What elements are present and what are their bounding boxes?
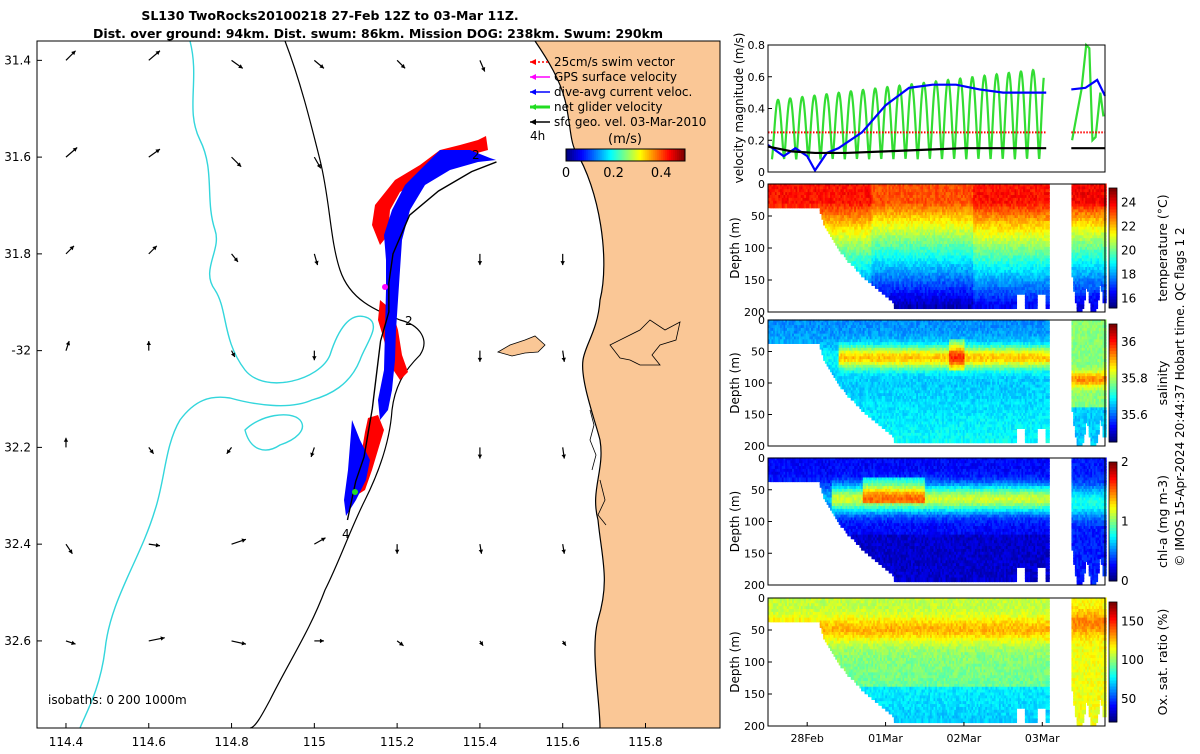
- map-ytick-label: 31.6: [4, 150, 31, 164]
- legend-entry: dive-avg current veloc.: [554, 85, 692, 99]
- track-label-south: 4: [342, 527, 350, 541]
- map-ytick-label: 32.2: [4, 440, 31, 454]
- map-ytick-label: 32.4: [4, 537, 31, 551]
- gps-surface-velocity-marker: [382, 284, 388, 290]
- velocity-ytick-label: 0.4: [748, 103, 766, 116]
- colorbar-tick-label: 0.4: [651, 166, 672, 181]
- colorbar-tick-label: 0.2: [603, 166, 624, 181]
- map-xtick-label: 115: [303, 735, 326, 749]
- map-xtick-label: 115.6: [546, 735, 580, 749]
- velocity-ylabel: velocity magnitude (m/s): [732, 33, 746, 184]
- map-xtick-label: 115.4: [463, 735, 497, 749]
- colorbar-title: (m/s): [608, 132, 642, 147]
- legend-entry: sfc geo. vel. 03-Mar-2010: [554, 115, 706, 129]
- map-ytick-label: 31.8: [4, 247, 31, 261]
- section-data-cell: [1013, 304, 1017, 309]
- colorbar-tick-label: 0: [562, 166, 570, 181]
- isobath-label: isobaths: 0 200 1000m: [48, 693, 187, 707]
- track-label-north: 2: [472, 148, 480, 162]
- map-ytick-label: 31.4: [4, 53, 31, 67]
- velocity-ytick-label: 0.2: [748, 134, 766, 147]
- legend-entry: GPS surface velocity: [554, 70, 677, 84]
- map-ytick-label: 32.6: [4, 634, 31, 648]
- title-line-1: SL130 TwoRocks20100218 27-Feb 12Z to 03-…: [141, 8, 518, 23]
- legend-entry: 25cm/s swim vector: [554, 55, 675, 69]
- map-xtick-label: 115.2: [380, 735, 414, 749]
- velocity-ytick-label: 0.6: [748, 71, 766, 84]
- title-line-2: Dist. over ground: 94km. Dist. swum: 86k…: [93, 26, 663, 41]
- velocity-panel: 00.20.40.60.8 velocity magnitude (m/s): [732, 33, 1105, 184]
- legend-time-label: 4h: [530, 129, 545, 143]
- map-xtick-label: 114.8: [214, 735, 248, 749]
- map-xtick-label: 115.8: [628, 735, 662, 749]
- legend-entry: net glider velocity: [554, 100, 662, 114]
- map-xtick-label: 114.6: [132, 735, 166, 749]
- net-velocity-marker: [352, 489, 358, 495]
- track-label-middle: 2: [405, 314, 413, 328]
- map-ytick-label: -32: [11, 344, 31, 358]
- map-xtick-label: 114.4: [49, 735, 83, 749]
- velocity-ytick-label: 0.8: [748, 39, 766, 52]
